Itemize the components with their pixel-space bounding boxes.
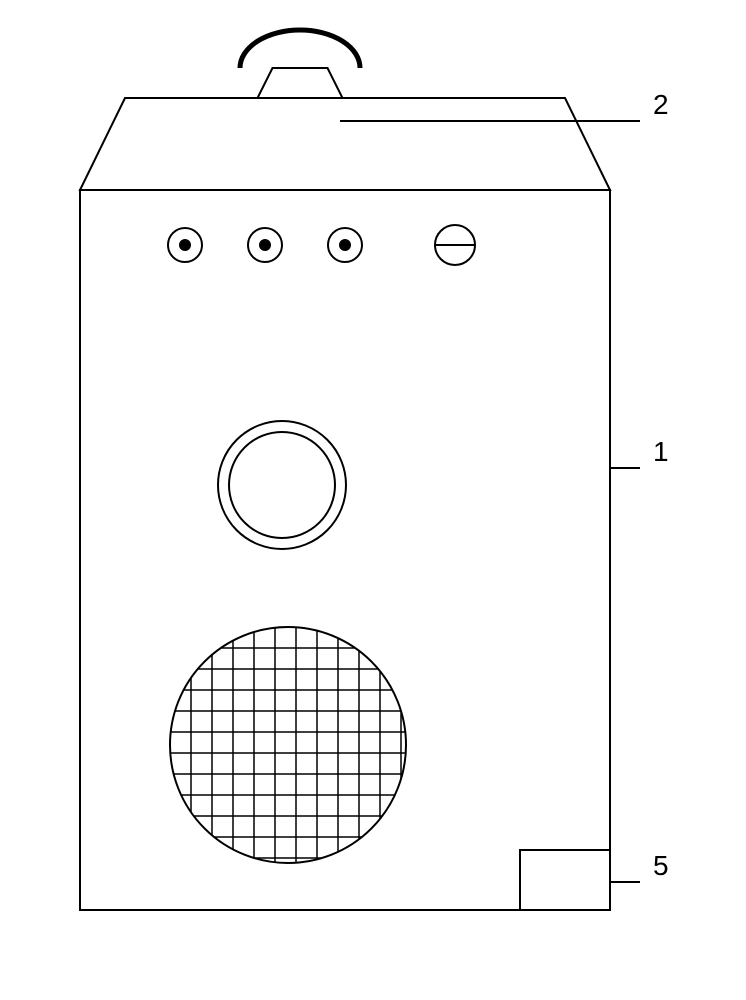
diagram-container — [60, 20, 630, 940]
leader-line-1 — [610, 467, 640, 469]
label-5: 5 — [653, 850, 669, 882]
leader-line-2 — [340, 120, 640, 122]
label-2: 2 — [653, 89, 669, 121]
device-diagram — [60, 20, 630, 940]
label-1: 1 — [653, 436, 669, 468]
leader-line-5 — [610, 881, 640, 883]
